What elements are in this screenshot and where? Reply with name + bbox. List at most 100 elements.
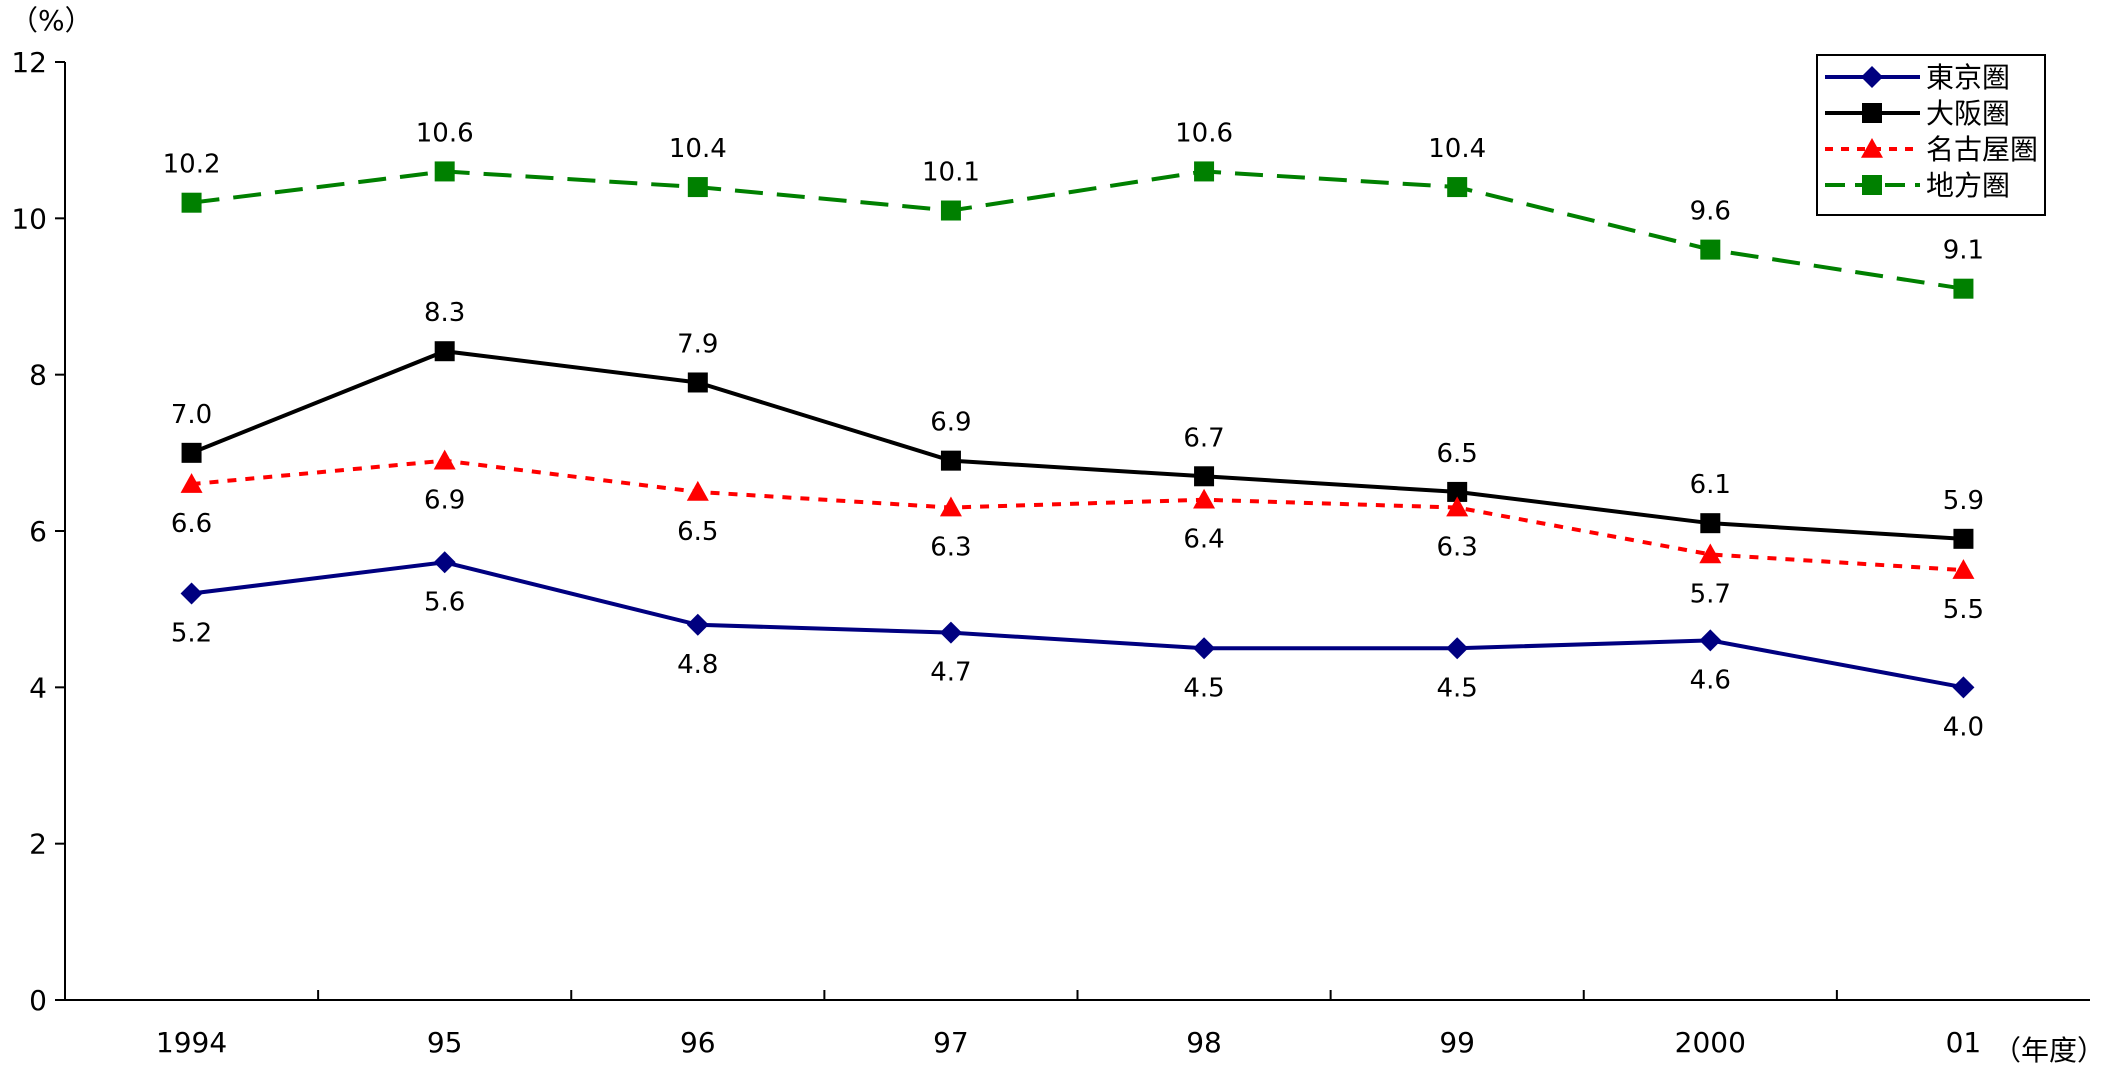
data-label: 6.5 — [1437, 439, 1478, 469]
x-tick-label: 2000 — [1675, 1026, 1746, 1059]
legend-marker — [1862, 103, 1882, 123]
data-label: 6.3 — [930, 533, 971, 563]
data-label: 10.2 — [163, 150, 221, 180]
series-2 — [180, 449, 1975, 579]
data-label: 6.6 — [171, 509, 212, 539]
x-tick-label: 97 — [933, 1026, 969, 1059]
data-point — [1953, 528, 1974, 549]
legend-item-3: 地方圏 — [1825, 169, 2010, 202]
series-0 — [180, 551, 1975, 699]
data-label: 5.9 — [1943, 486, 1984, 516]
data-point — [1194, 466, 1215, 487]
y-tick-label: 12 — [11, 46, 47, 79]
series-1 — [181, 341, 1974, 549]
chart-axes: 0 2 4 6 8 10 12 1994 95 96 97 98 99 2000 01 （%） （年度） — [10, 4, 2105, 1067]
data-label: 4.8 — [677, 650, 718, 680]
data-point — [687, 177, 708, 198]
data-label: 6.7 — [1183, 423, 1224, 453]
data-label: 6.9 — [930, 408, 971, 438]
y-tick-label: 2 — [29, 828, 47, 861]
data-label: 10.6 — [1175, 118, 1233, 148]
data-point — [181, 192, 202, 213]
y-axis-ticks: 0 2 4 6 8 10 12 — [11, 46, 65, 1017]
data-label: 6.9 — [424, 486, 465, 516]
series-layer — [180, 161, 1975, 699]
x-tick-label: 99 — [1439, 1026, 1475, 1059]
data-point — [1447, 481, 1468, 502]
data-point — [686, 613, 709, 636]
data-point — [433, 551, 456, 574]
data-point — [1193, 637, 1216, 660]
legend-label: 名古屋圏 — [1926, 133, 2038, 166]
y-tick-label: 8 — [29, 359, 47, 392]
data-point — [1194, 161, 1215, 182]
data-label: 4.0 — [1943, 712, 1984, 742]
legend-box — [1816, 54, 2046, 216]
data-point — [434, 161, 455, 182]
data-point — [939, 621, 962, 644]
series-3 — [181, 161, 1974, 299]
data-point — [1446, 637, 1469, 660]
data-label: 6.4 — [1183, 525, 1224, 555]
data-label: 10.4 — [1428, 134, 1486, 164]
data-point — [940, 200, 961, 221]
x-tick-label: 98 — [1186, 1026, 1222, 1059]
y-tick-label: 4 — [29, 671, 47, 704]
data-point — [1952, 676, 1975, 699]
series-line — [190, 349, 1964, 541]
data-label: 6.1 — [1690, 470, 1731, 500]
data-point — [1700, 239, 1721, 260]
data-label: 8.3 — [424, 298, 465, 328]
data-point — [1699, 629, 1722, 652]
data-point — [1952, 559, 1975, 579]
data-label: 5.5 — [1943, 595, 1984, 625]
x-tick-label: 01 — [1946, 1026, 1982, 1059]
legend-marker — [1861, 138, 1883, 158]
series-line — [191, 458, 1964, 573]
y-axis-unit-label: （%） — [10, 4, 93, 37]
data-point — [1953, 278, 1974, 299]
data-point — [180, 582, 203, 605]
data-point — [434, 341, 455, 362]
data-point — [1700, 513, 1721, 534]
data-label: 4.7 — [930, 658, 971, 688]
data-point — [687, 372, 708, 393]
data-label: 7.9 — [677, 329, 718, 359]
legend-label: 東京圏 — [1926, 61, 2010, 94]
x-tick-label: 1994 — [156, 1026, 227, 1059]
data-point — [433, 449, 456, 470]
legend-item-1: 大阪圏 — [1825, 97, 2010, 130]
y-tick-label: 0 — [29, 984, 47, 1017]
data-point — [686, 480, 709, 501]
data-label: 6.3 — [1437, 533, 1478, 563]
x-axis-unit-label: （年度） — [1993, 1034, 2105, 1067]
data-label: 9.6 — [1690, 197, 1731, 227]
data-point — [180, 473, 203, 493]
data-label: 10.1 — [922, 158, 980, 188]
data-point — [1446, 496, 1469, 517]
data-label: 7.0 — [171, 400, 212, 430]
data-label: 5.2 — [171, 619, 212, 649]
data-label: 6.5 — [677, 517, 718, 547]
data-label: 9.1 — [1943, 236, 1984, 266]
legend-item-0: 東京圏 — [1825, 61, 2010, 94]
data-point — [1699, 543, 1722, 564]
data-label: 10.4 — [669, 134, 727, 164]
series-line — [191, 560, 1964, 690]
data-label: 5.6 — [424, 587, 465, 617]
legend-marker — [1862, 175, 1882, 195]
data-labels-layer: 5.2 5.6 4.8 4.7 4.5 4.5 4.6 4.0 7.0 8.3 7.9 6.9 6.7 6… — [163, 118, 1985, 742]
y-tick-label: 10 — [11, 202, 47, 235]
x-axis-ticks: 1994 95 96 97 98 99 2000 01 — [156, 990, 1981, 1059]
y-tick-label: 6 — [29, 515, 47, 548]
legend-label: 大阪圏 — [1926, 97, 2010, 130]
data-label: 5.7 — [1690, 579, 1731, 609]
data-label: 4.5 — [1437, 673, 1478, 703]
x-tick-label: 95 — [427, 1026, 463, 1059]
x-tick-label: 96 — [680, 1026, 716, 1059]
data-label: 4.6 — [1690, 665, 1731, 695]
data-point — [1447, 177, 1468, 198]
data-point — [939, 496, 962, 517]
series-line — [191, 169, 1964, 291]
